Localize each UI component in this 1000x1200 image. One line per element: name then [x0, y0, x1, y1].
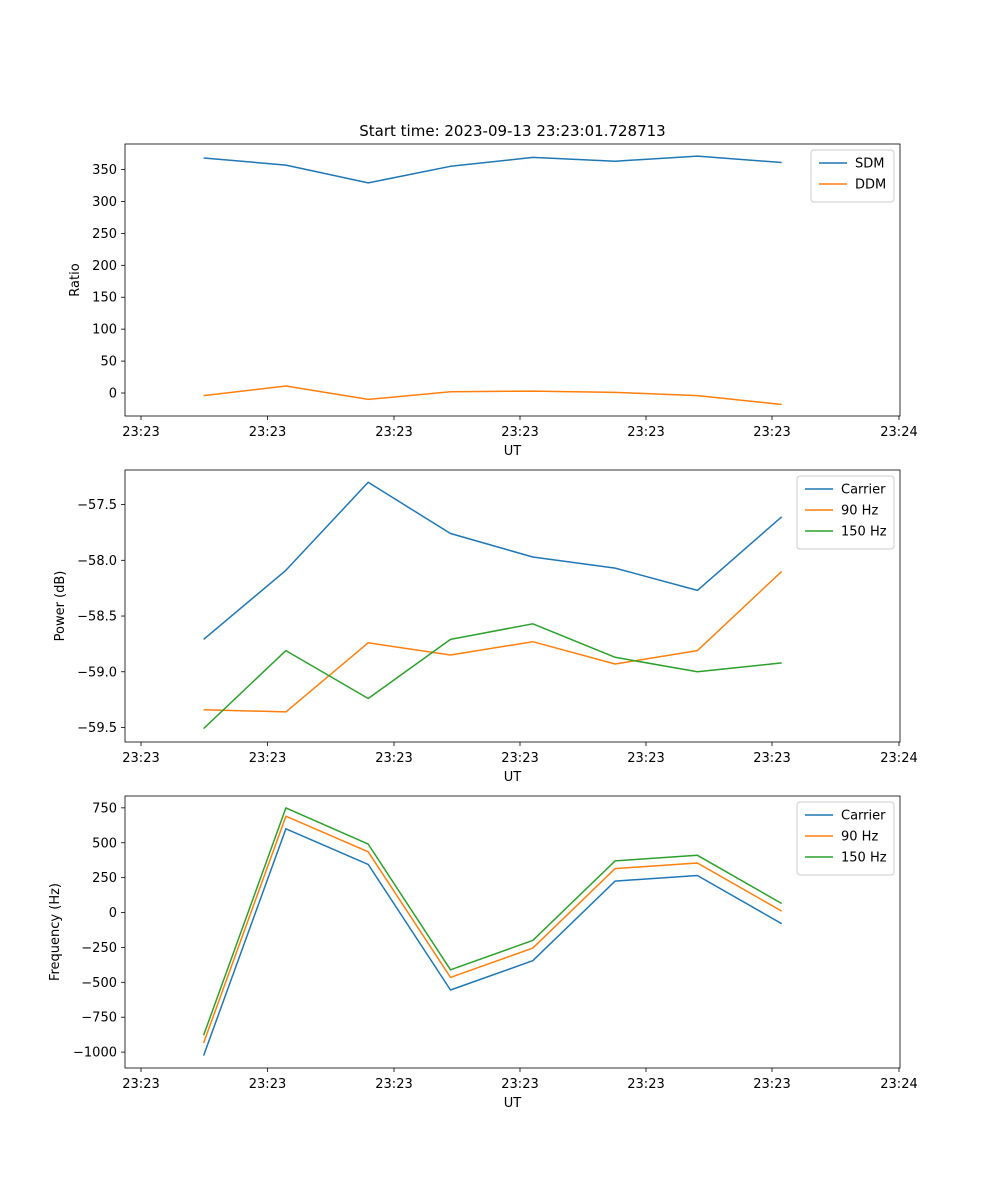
ratio-legend-label-1: SDM: [855, 157, 884, 172]
frequency-series-line-2: [202, 815, 783, 1044]
ratio-y-tick-label-2: 50: [100, 355, 117, 370]
ratio-x-tick-label-4: 23:23: [501, 425, 538, 440]
power-x-tick-label-6: 23:23: [753, 751, 790, 766]
frequency-y-tick-label-6: 250: [92, 871, 117, 886]
frequency-series-line-1: [202, 828, 783, 1056]
power-axes-frame: [124, 469, 901, 743]
ratio-y-tick-label-8: 350: [92, 163, 117, 178]
power-x-tick-label-3: 23:23: [375, 751, 412, 766]
frequency-x-tick-label-4: 23:23: [501, 1077, 538, 1092]
power-panel: 23:23 23:23 23:23 23:23 23:23 23:23 23:24 −59.5…: [53, 469, 918, 785]
ratio-x-tick-label-7: 23:24: [880, 425, 917, 440]
frequency-series-line-3: [202, 807, 783, 1036]
frequency-x-axis-label: UT: [504, 1096, 522, 1111]
ratio-x-axis-label: UT: [504, 444, 522, 459]
power-y-tick-label-2: −59.0: [77, 665, 117, 680]
power-legend-label-1: Carrier: [841, 483, 886, 498]
frequency-legend-label-2: 90 Hz: [841, 830, 878, 845]
ratio-x-tick-label-6: 23:23: [753, 425, 790, 440]
ratio-y-tick-label-5: 200: [92, 259, 117, 274]
ratio-series-line-1: [203, 155, 782, 184]
power-x-tick-label-5: 23:23: [627, 751, 664, 766]
ratio-panel: 23:23 23:23 23:23 23:23 23:23 23:23 23:24 0 50 10…: [68, 143, 918, 459]
power-y-tick-label-5: −57.5: [77, 498, 117, 513]
frequency-legend: Carrier 90 Hz 150 Hz: [796, 801, 895, 876]
ratio-y-tick-label-1: 0: [109, 387, 117, 402]
ratio-y-tick-label-3: 100: [92, 323, 117, 338]
power-y-tick-label-1: −59.5: [77, 721, 117, 736]
frequency-y-axis-label: Frequency (Hz): [48, 883, 63, 981]
power-series-line-2: [203, 570, 783, 713]
frequency-axes-frame: [124, 795, 901, 1069]
frequency-x-tick-label-2: 23:23: [249, 1077, 286, 1092]
frequency-x-tick-label-1: 23:23: [122, 1077, 159, 1092]
figure-title: Start time: 2023-09-13 23:23:01.728713: [359, 122, 665, 140]
power-series-line-3: [203, 623, 782, 730]
ratio-y-tick-label-4: 150: [92, 291, 117, 306]
power-x-tick-label-2: 23:23: [249, 751, 286, 766]
power-x-tick-label-1: 23:23: [122, 751, 159, 766]
frequency-x-tick-label-5: 23:23: [627, 1077, 664, 1092]
ratio-series-line-2: [203, 385, 782, 406]
frequency-y-tick-label-4: −250: [81, 941, 117, 956]
ratio-legend: SDM DDM: [810, 149, 895, 203]
frequency-x-tick-label-6: 23:23: [753, 1077, 790, 1092]
frequency-legend-label-1: Carrier: [841, 809, 886, 824]
power-x-axis-label: UT: [504, 770, 522, 785]
frequency-y-tick-label-8: 750: [92, 801, 117, 816]
frequency-x-tick-label-7: 23:24: [880, 1077, 917, 1092]
frequency-x-tick-label-3: 23:23: [375, 1077, 412, 1092]
frequency-panel: 23:23 23:23 23:23 23:23 23:23 23:23 23:24 −1000…: [48, 795, 918, 1111]
power-series-line-1: [203, 481, 783, 640]
power-legend-label-2: 90 Hz: [841, 504, 878, 519]
frequency-y-tick-label-5: 0: [109, 906, 117, 921]
power-y-tick-label-4: −58.0: [77, 554, 117, 569]
power-legend-label-3: 150 Hz: [841, 525, 887, 540]
ratio-axes-frame: [124, 143, 901, 417]
ratio-y-tick-label-6: 250: [92, 227, 117, 242]
frequency-legend-label-3: 150 Hz: [841, 851, 887, 866]
ratio-x-tick-label-5: 23:23: [627, 425, 664, 440]
ratio-y-axis-label: Ratio: [68, 263, 83, 296]
panels: 23:23 23:23 23:23 23:23 23:23 23:23 23:24 0 50 10…: [48, 143, 918, 1111]
frequency-y-tick-label-1: −1000: [73, 1046, 117, 1061]
ratio-x-tick-label-3: 23:23: [375, 425, 412, 440]
ratio-x-tick-label-2: 23:23: [249, 425, 286, 440]
power-x-tick-label-7: 23:24: [880, 751, 917, 766]
power-y-tick-label-3: −58.5: [77, 610, 117, 625]
ratio-y-tick-label-7: 300: [92, 195, 117, 210]
ratio-legend-label-2: DDM: [855, 178, 886, 193]
power-x-tick-label-4: 23:23: [501, 751, 538, 766]
power-legend: Carrier 90 Hz 150 Hz: [796, 475, 895, 550]
ratio-x-tick-label-1: 23:23: [122, 425, 159, 440]
frequency-y-tick-label-7: 500: [92, 836, 117, 851]
frequency-y-tick-label-3: −500: [81, 976, 117, 991]
frequency-y-tick-label-2: −750: [81, 1011, 117, 1026]
power-y-axis-label: Power (dB): [53, 571, 68, 642]
